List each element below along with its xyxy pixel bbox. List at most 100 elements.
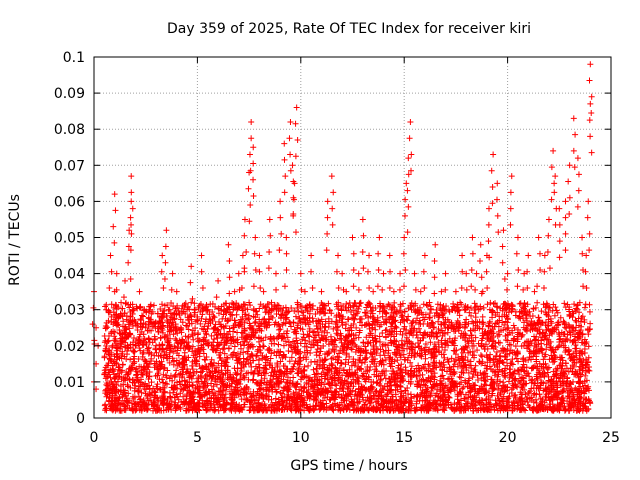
data-point: [558, 342, 565, 349]
data-point: [477, 352, 484, 359]
data-point: [480, 370, 487, 377]
data-point: [394, 357, 401, 364]
data-point: [428, 384, 435, 391]
data-point: [513, 355, 520, 362]
data-point: [297, 376, 304, 383]
data-point: [408, 367, 415, 374]
data-point: [581, 304, 588, 311]
data-point: [314, 361, 321, 368]
data-point: [355, 334, 362, 341]
data-point: [358, 322, 365, 329]
data-point: [338, 307, 345, 314]
data-point: [346, 299, 353, 306]
data-point: [245, 360, 252, 367]
data-point: [506, 350, 513, 357]
data-point: [286, 318, 293, 325]
data-point: [237, 365, 244, 372]
data-point: [426, 299, 433, 306]
data-point: [508, 386, 515, 393]
data-point: [316, 352, 323, 359]
data-point: [135, 393, 142, 400]
data-point: [586, 308, 593, 315]
data-point: [573, 348, 580, 355]
data-point: [124, 382, 131, 389]
data-point: [378, 376, 385, 383]
data-point: [333, 382, 340, 389]
data-point: [221, 330, 228, 337]
data-point: [533, 341, 540, 348]
data-point: [517, 405, 524, 412]
data-point: [353, 310, 360, 317]
data-point: [512, 375, 519, 382]
data-point: [189, 348, 196, 355]
data-point: [479, 353, 486, 360]
data-point: [358, 348, 365, 355]
data-point: [115, 388, 122, 395]
data-point: [519, 374, 526, 381]
data-point: [514, 384, 521, 391]
data-point: [310, 318, 317, 325]
data-point: [119, 361, 126, 368]
data-point: [310, 366, 317, 373]
data-point: [188, 299, 195, 306]
data-point: [538, 398, 545, 405]
data-point: [537, 374, 544, 381]
data-point: [224, 355, 231, 362]
data-point: [561, 387, 568, 394]
data-point: [274, 348, 281, 355]
data-point: [463, 316, 470, 323]
data-point: [284, 328, 291, 335]
data-point: [177, 316, 184, 323]
data-point: [542, 351, 549, 358]
data-point: [368, 396, 375, 403]
data-point: [561, 300, 568, 307]
data-point: [275, 384, 282, 391]
data-point: [127, 356, 134, 363]
data-point: [193, 368, 200, 375]
data-point: [113, 319, 120, 326]
data-point: [429, 319, 436, 326]
data-point: [504, 346, 511, 353]
data-point: [527, 388, 534, 395]
data-point: [526, 373, 533, 380]
data-point: [231, 365, 238, 372]
data-point: [273, 389, 280, 396]
data-point: [138, 389, 145, 396]
data-points: [89, 61, 595, 414]
data-point: [562, 360, 569, 367]
data-point: [231, 343, 238, 350]
data-point: [225, 345, 232, 352]
data-point: [324, 405, 331, 412]
data-point: [238, 386, 245, 393]
data-point: [297, 354, 304, 361]
data-point: [267, 377, 274, 384]
data-point: [155, 328, 162, 335]
data-point: [570, 378, 577, 385]
data-point: [278, 315, 285, 322]
data-point: [215, 318, 222, 325]
data-point: [585, 331, 592, 338]
data-point: [534, 382, 541, 389]
data-point: [492, 300, 499, 307]
data-point: [551, 312, 558, 319]
data-point: [131, 387, 138, 394]
data-point: [362, 355, 369, 362]
data-point: [515, 358, 522, 365]
data-point: [507, 347, 514, 354]
data-point: [126, 325, 133, 332]
data-point: [282, 338, 289, 345]
data-point: [545, 326, 552, 333]
data-point: [291, 307, 298, 314]
data-point: [208, 380, 215, 387]
data-point: [576, 309, 583, 316]
data-point: [275, 341, 282, 348]
data-point: [490, 386, 497, 393]
data-point: [563, 365, 570, 372]
data-point: [210, 383, 217, 390]
data-point: [177, 390, 184, 397]
data-point: [313, 349, 320, 356]
data-point: [172, 335, 179, 342]
data-point: [563, 385, 570, 392]
data-point: [259, 401, 266, 408]
data-point: [571, 301, 578, 308]
